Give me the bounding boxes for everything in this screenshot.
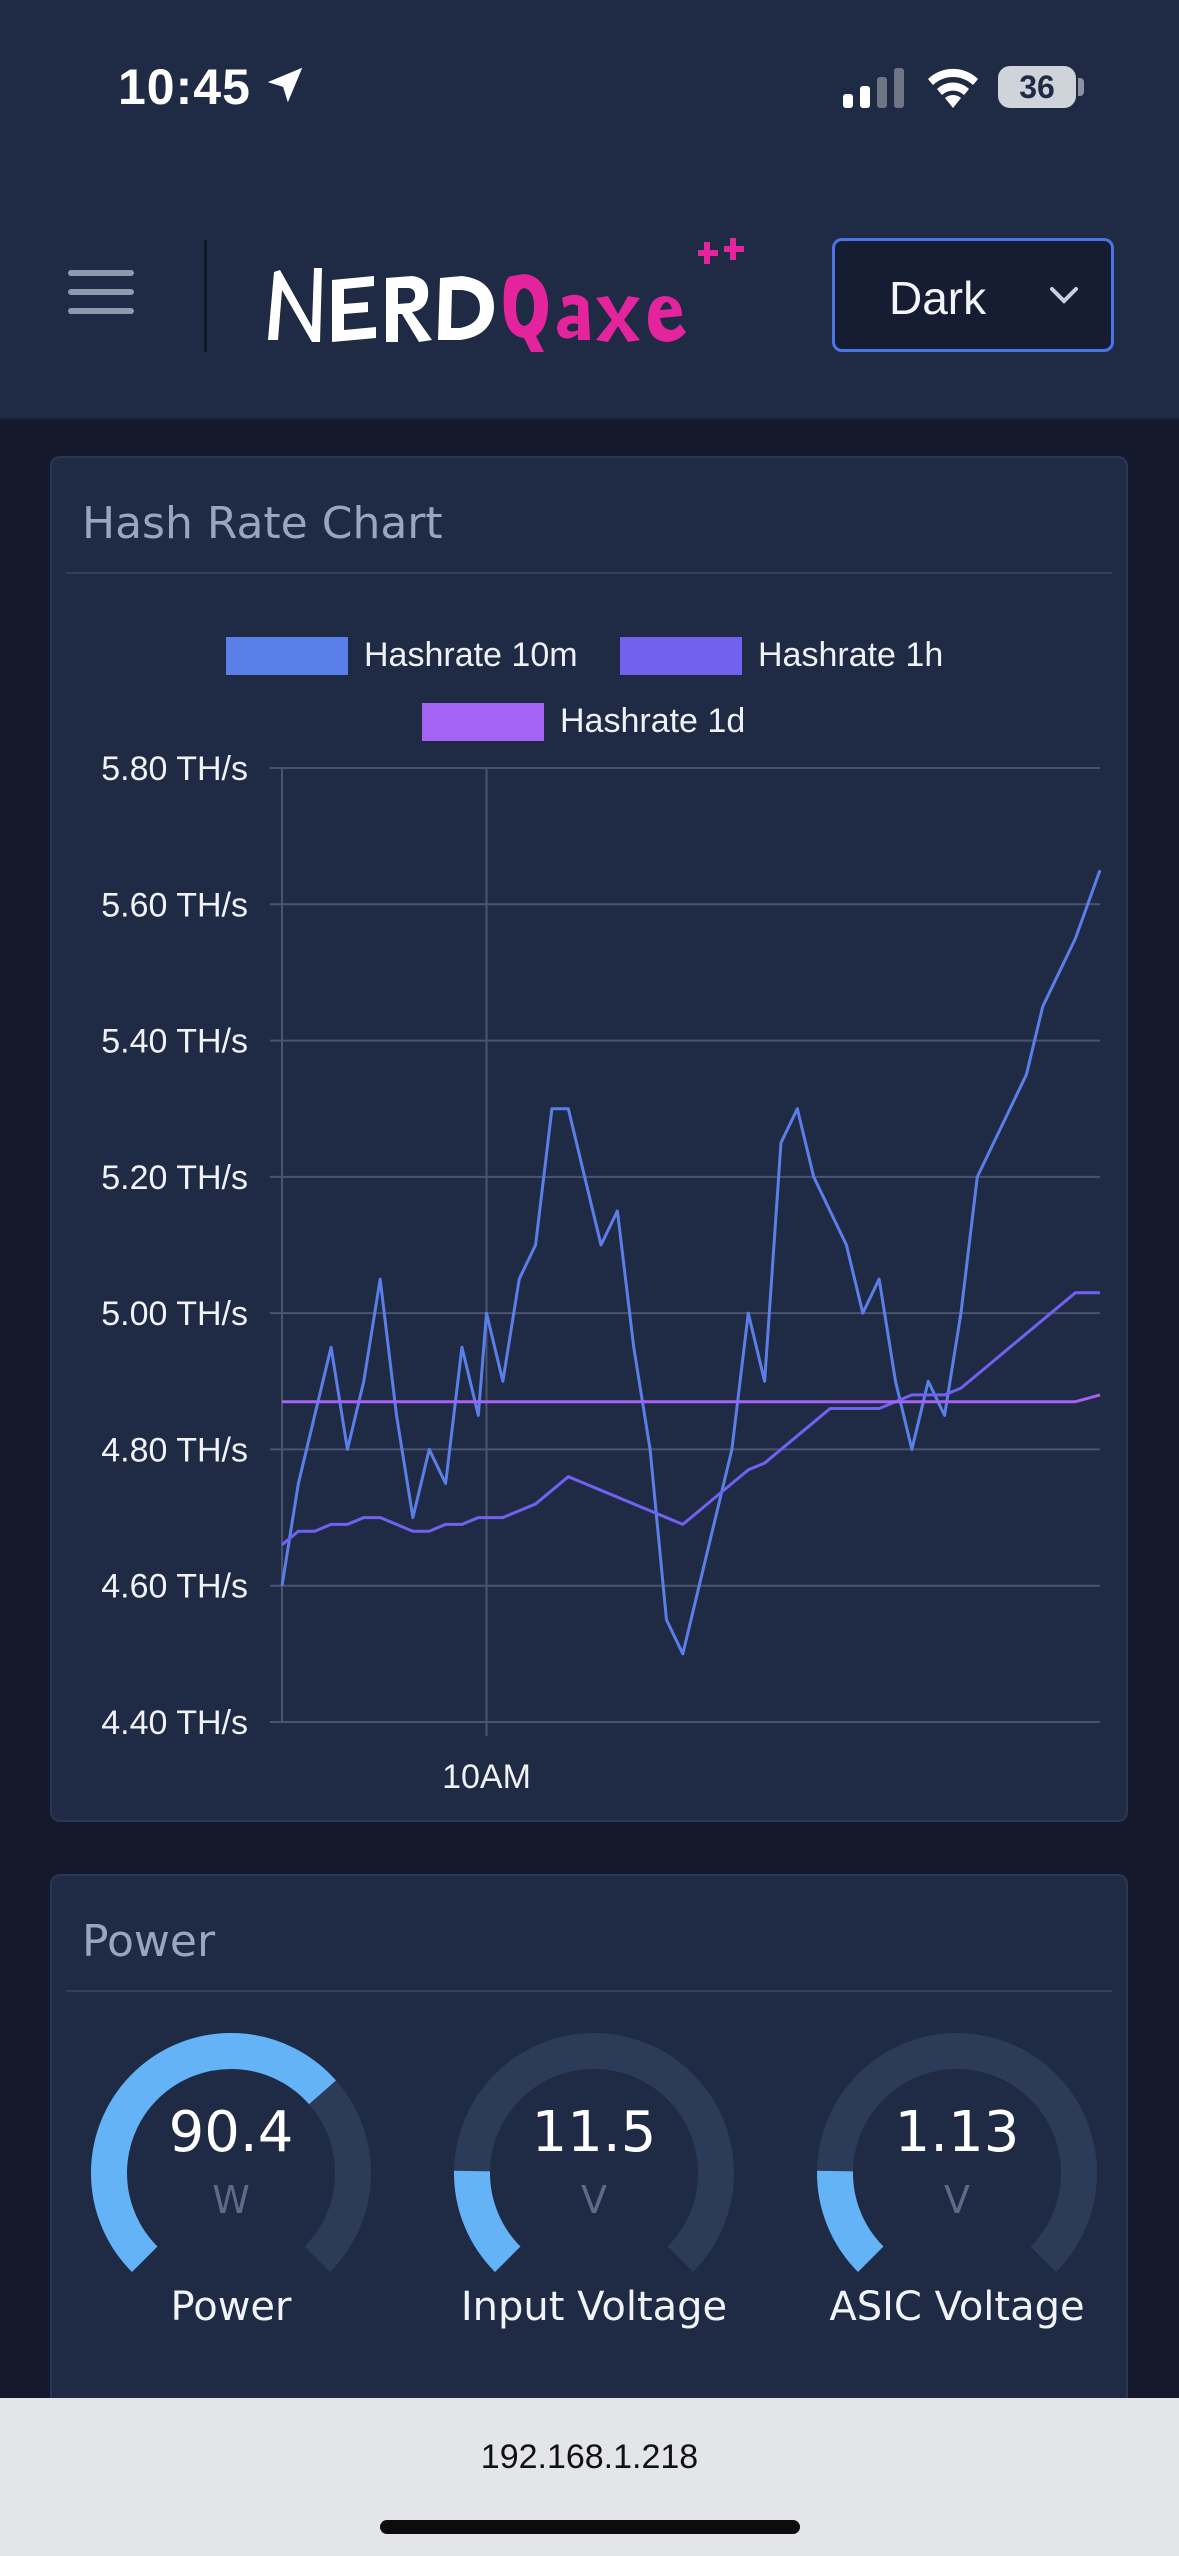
- power-card: Power 90.4 W Power 11.5 V Input Voltage …: [50, 1874, 1128, 2434]
- gauge-value: 90.4: [168, 2100, 294, 2165]
- card-divider: [66, 572, 1112, 574]
- power-gauge: 90.4 W Power: [86, 2028, 376, 2330]
- y-tick-label: 4.80 TH/s: [101, 1431, 248, 1469]
- legend-label: Hashrate 1h: [758, 636, 944, 674]
- url-text: 192.168.1.218: [480, 2438, 699, 2476]
- browser-address-bar[interactable]: 192.168.1.218: [0, 2398, 1179, 2556]
- header-divider: [204, 240, 207, 352]
- app-header: Dark: [0, 170, 1179, 420]
- y-tick-label: 5.20 TH/s: [101, 1159, 248, 1197]
- status-bar: 10:45 36: [0, 0, 1179, 170]
- series-line-hashrate-1d: [282, 1393, 1101, 1404]
- gauge-unit: V: [944, 2178, 970, 2222]
- legend-swatch: [620, 636, 742, 675]
- legend-swatch: [226, 636, 348, 675]
- gauge-fill: [91, 2033, 336, 2272]
- battery-icon: 36: [998, 66, 1076, 108]
- series-line-hashrate-10m: [280, 869, 1102, 1656]
- legend-swatch: [422, 702, 544, 741]
- battery-tip: [1078, 78, 1084, 96]
- chevron-down-icon: [1050, 287, 1078, 304]
- y-tick-label: 5.80 TH/s: [101, 750, 248, 788]
- legend-label: Hashrate 1d: [560, 702, 746, 740]
- theme-select[interactable]: Dark: [832, 238, 1114, 352]
- y-tick-label: 4.40 TH/s: [101, 1704, 248, 1742]
- legend-item-hashrate-10m[interactable]: Hashrate 10m: [226, 636, 578, 675]
- gauge-value: 11.5: [531, 2100, 657, 2165]
- cellular-signal-icon: [843, 68, 904, 108]
- x-tick-label: 10AM: [442, 1758, 531, 1796]
- gauge-arc: [91, 2033, 371, 2272]
- gauge-unit: W: [212, 2178, 250, 2222]
- legend-item-hashrate-1h[interactable]: Hashrate 1h: [620, 636, 943, 675]
- gauge-fill: [454, 2170, 521, 2272]
- theme-select-value: Dark: [889, 272, 987, 324]
- y-tick-label: 5.40 TH/s: [101, 1023, 248, 1061]
- card-divider: [66, 1990, 1112, 1992]
- legend-label: Hashrate 10m: [364, 636, 578, 674]
- gauge-value: 1.13: [894, 2100, 1020, 2165]
- hashrate-chart-card: Hash Rate Chart Hashrate 10m Hashrate 1h…: [50, 456, 1128, 1822]
- hamburger-menu-icon[interactable]: [68, 270, 134, 318]
- series-line-hashrate-1h: [281, 1291, 1100, 1546]
- card-title: Power: [82, 1916, 216, 1967]
- y-tick-label: 4.60 TH/s: [101, 1568, 248, 1606]
- location-arrow-icon: [267, 67, 303, 103]
- gauge-unit: V: [581, 2178, 607, 2222]
- gauge-fill: [817, 2170, 884, 2272]
- gauge-label: ASIC Voltage: [829, 2284, 1085, 2330]
- nerdqaxe-logo: [268, 238, 744, 352]
- card-title: Hash Rate Chart: [82, 498, 443, 549]
- gauge-label: Input Voltage: [460, 2284, 728, 2330]
- hashrate-line-chart: 5.80 TH/s 5.60 TH/s 5.40 TH/s 5.20 TH/s 5.00…: [101, 750, 1102, 1796]
- gauge-arc: [454, 2033, 734, 2272]
- y-tick-label: 5.00 TH/s: [101, 1295, 248, 1333]
- y-tick-label: 5.60 TH/s: [101, 886, 248, 924]
- gauge-arc: [817, 2033, 1097, 2272]
- gauge-label: Power: [170, 2284, 292, 2330]
- clock: 10:45: [118, 59, 251, 115]
- wifi-icon: [928, 68, 978, 108]
- legend-item-hashrate-1d[interactable]: Hashrate 1d: [422, 702, 745, 741]
- input-voltage-gauge: 11.5 V Input Voltage: [449, 2028, 739, 2330]
- home-indicator: [380, 2520, 800, 2534]
- asic-voltage-gauge: 1.13 V ASIC Voltage: [812, 2028, 1102, 2330]
